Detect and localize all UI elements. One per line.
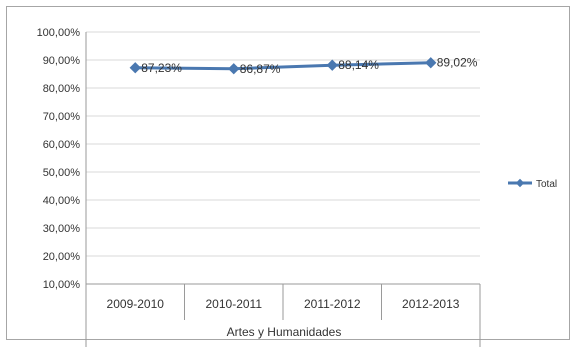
data-label: 89,02%	[437, 56, 478, 70]
data-point-marker	[129, 62, 141, 74]
x-axis-title: Artes y Humanidades	[227, 325, 342, 339]
x-tick-label: 2012-2013	[402, 297, 460, 311]
data-point-marker	[228, 63, 240, 75]
legend-label: Total	[536, 179, 557, 190]
y-tick-label: 10,00%	[43, 279, 81, 291]
y-tick-label: 50,00%	[43, 167, 81, 179]
series-line	[135, 61, 431, 71]
x-tick-label: 2010-2011	[206, 297, 263, 311]
y-tick-label: 80,00%	[43, 83, 81, 95]
data-label: 87,23%	[141, 61, 182, 75]
y-tick-label: 40,00%	[43, 195, 81, 207]
legend-marker	[515, 178, 525, 188]
y-tick-label: 90,00%	[43, 55, 81, 67]
y-tick-label: 70,00%	[43, 111, 81, 123]
data-label: 86,87%	[240, 62, 281, 76]
x-tick-label: 2011-2012	[304, 297, 361, 311]
y-tick-label: 20,00%	[43, 251, 81, 263]
y-tick-label: 60,00%	[43, 139, 81, 151]
x-tick-label: 2009-2010	[107, 297, 165, 311]
data-point-marker	[326, 59, 338, 71]
y-tick-label: 30,00%	[43, 223, 81, 235]
data-point-marker	[425, 57, 437, 69]
y-tick-label: 100,00%	[37, 27, 81, 39]
data-label: 88,14%	[338, 58, 379, 72]
